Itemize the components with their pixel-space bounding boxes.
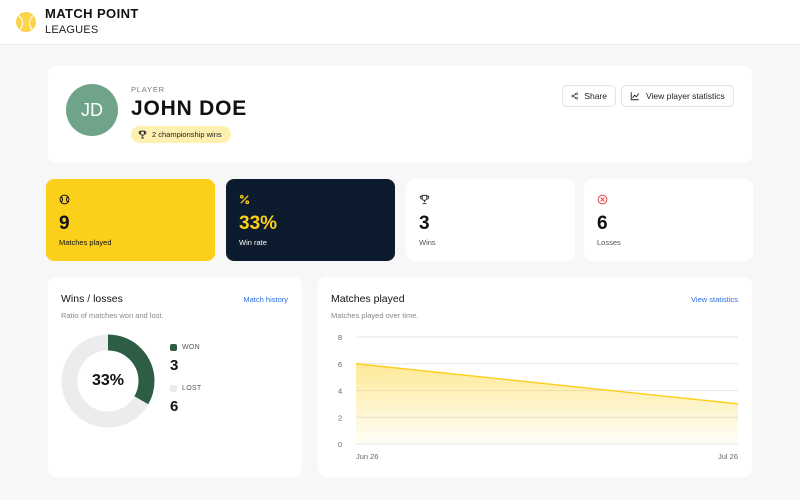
trophy-icon	[419, 194, 430, 205]
y-tick-label: 0	[338, 440, 342, 449]
y-tick-label: 6	[338, 360, 342, 369]
stat-label: Matches played	[59, 238, 112, 247]
series-area	[356, 363, 738, 444]
stat-card-win-rate: 33% Win rate	[226, 179, 395, 261]
player-label: PLAYER	[131, 85, 165, 94]
lost-legend-label: LOST	[182, 385, 202, 392]
stat-value: 3	[419, 213, 430, 234]
matches-played-card: Matches played Matches played over time.…	[318, 277, 752, 477]
badge-text: 2 championship wins	[152, 130, 222, 139]
stat-value: 9	[59, 213, 70, 234]
won-value: 3	[170, 357, 179, 374]
x-tick-label: Jul 26	[718, 452, 738, 461]
donut-center-label: 33%	[91, 372, 125, 389]
line-chart-icon	[630, 92, 640, 101]
y-tick-label: 4	[338, 387, 342, 396]
view-player-statistics-label: View player statistics	[646, 91, 725, 101]
wins-losses-title: Wins / losses	[61, 293, 123, 305]
share-button[interactable]: Share	[562, 85, 616, 107]
match-history-link[interactable]: Match history	[243, 295, 288, 304]
view-player-statistics-button[interactable]: View player statistics	[621, 85, 734, 107]
brand-title[interactable]: MATCH POINT	[45, 6, 139, 21]
percent-icon	[239, 194, 250, 205]
won-legend-label: WON	[182, 344, 201, 351]
share-icon	[571, 92, 578, 100]
championship-badge: 2 championship wins	[131, 126, 231, 143]
series-line	[355, 363, 739, 405]
share-label: Share	[584, 91, 607, 101]
matches-played-title: Matches played	[331, 293, 405, 305]
ball-icon	[59, 194, 70, 205]
stat-card-losses: 6 Losses	[584, 179, 753, 261]
stat-value: 33%	[239, 213, 278, 234]
stat-value: 6	[597, 213, 608, 234]
x-circle-icon	[597, 194, 608, 205]
stat-card-matches: 9 Matches played	[46, 179, 215, 261]
lost-value: 6	[170, 398, 179, 415]
player-name: JOHN DOE	[131, 97, 248, 120]
stat-label: Wins	[419, 238, 436, 247]
wins-losses-subtitle: Ratio of matches won and lost.	[61, 311, 164, 320]
matches-played-chart: 0 2 4 6 8 Jun 26 Jul 26	[338, 333, 739, 461]
lost-legend-swatch	[170, 385, 177, 392]
avatar: JD	[66, 84, 118, 136]
y-tick-label: 8	[338, 333, 342, 342]
trophy-icon	[138, 130, 147, 139]
stat-label: Win rate	[239, 238, 267, 247]
view-statistics-link[interactable]: View statistics	[691, 295, 738, 304]
wins-losses-donut	[61, 334, 155, 428]
won-legend-swatch	[170, 344, 177, 351]
brand-subtitle: LEAGUES	[45, 24, 99, 36]
player-card: JD PLAYER JOHN DOE 2 championship wins S…	[48, 66, 752, 163]
top-bar: MATCH POINT LEAGUES	[0, 0, 800, 45]
y-tick-label: 2	[338, 413, 342, 422]
x-tick-label: Jun 26	[356, 452, 379, 461]
donut-won-arc	[61, 334, 155, 428]
stat-label: Losses	[597, 238, 621, 247]
stat-card-wins: 3 Wins	[406, 179, 575, 261]
wins-losses-card: Wins / losses Ratio of matches won and l…	[48, 277, 302, 477]
matches-played-subtitle: Matches played over time.	[331, 311, 419, 320]
tennis-ball-icon[interactable]	[16, 12, 36, 32]
